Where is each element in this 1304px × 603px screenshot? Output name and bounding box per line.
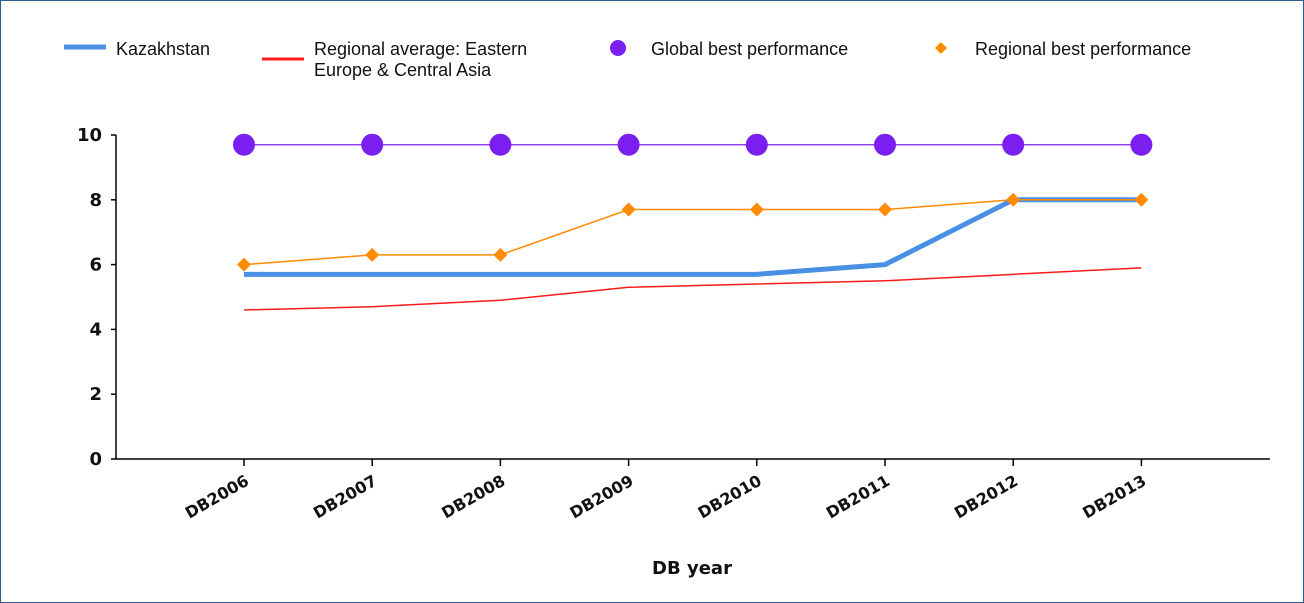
x-tick-label: DB2010 (695, 471, 765, 522)
y-ticks: 0 2 4 6 8 10 (77, 125, 116, 470)
y-tick-label: 8 (89, 190, 102, 211)
data-point-regional-best (365, 248, 379, 262)
legend-swatch-global-best (610, 40, 626, 56)
x-tick-label: DB2009 (566, 471, 636, 522)
x-tick-label: DB2007 (310, 471, 380, 522)
legend-label-regional-average-line2: Europe & Central Asia (314, 60, 492, 80)
x-axis-title: DB year (652, 558, 732, 579)
data-point-regional-best (493, 248, 507, 262)
data-point-regional-best (1134, 193, 1148, 207)
x-tick-label: DB2011 (823, 471, 893, 522)
x-tick-label: DB2008 (438, 471, 508, 522)
data-point-global-best (874, 134, 896, 156)
x-tick-label: DB2012 (951, 471, 1021, 522)
legend-label-kazakhstan: Kazakhstan (116, 39, 210, 59)
series-0 (244, 200, 1141, 275)
data-point-regional-best (622, 203, 636, 217)
series-layer (233, 134, 1152, 310)
series-line-kazakhstan (244, 200, 1141, 275)
series-2 (233, 134, 1152, 156)
legend-item-global-best: Global best performance (610, 39, 848, 59)
legend: Kazakhstan Regional average: Eastern Eur… (64, 39, 1191, 80)
legend-label-regional-average-line1: Regional average: Eastern (314, 39, 527, 59)
data-point-global-best (1002, 134, 1024, 156)
legend-item-regional-best: Regional best performance (935, 39, 1191, 59)
data-point-global-best (233, 134, 255, 156)
data-point-global-best (618, 134, 640, 156)
data-point-global-best (489, 134, 511, 156)
y-tick-label: 0 (89, 449, 102, 470)
y-tick-label: 10 (77, 125, 102, 146)
data-point-regional-best (750, 203, 764, 217)
data-point-regional-best (237, 258, 251, 272)
y-tick-label: 6 (89, 255, 102, 276)
data-point-global-best (361, 134, 383, 156)
x-ticks: DB2006 DB2007 DB2008 DB2009 DB2010 DB2011 DB20… (182, 459, 1150, 522)
x-tick-label: DB2006 (182, 471, 252, 522)
y-tick-label: 4 (89, 319, 102, 340)
data-point-global-best (746, 134, 768, 156)
y-tick-label: 2 (89, 384, 102, 405)
x-tick-label: DB2013 (1079, 471, 1149, 522)
series-3 (237, 193, 1148, 272)
legend-item-regional-average: Regional average: Eastern Europe & Centr… (262, 39, 527, 80)
legend-label-global-best: Global best performance (651, 39, 848, 59)
legend-label-regional-best: Regional best performance (975, 39, 1191, 59)
data-point-regional-best (878, 203, 892, 217)
legend-item-kazakhstan: Kazakhstan (64, 39, 210, 59)
data-point-global-best (1130, 134, 1152, 156)
legend-swatch-regional-best (935, 42, 947, 54)
